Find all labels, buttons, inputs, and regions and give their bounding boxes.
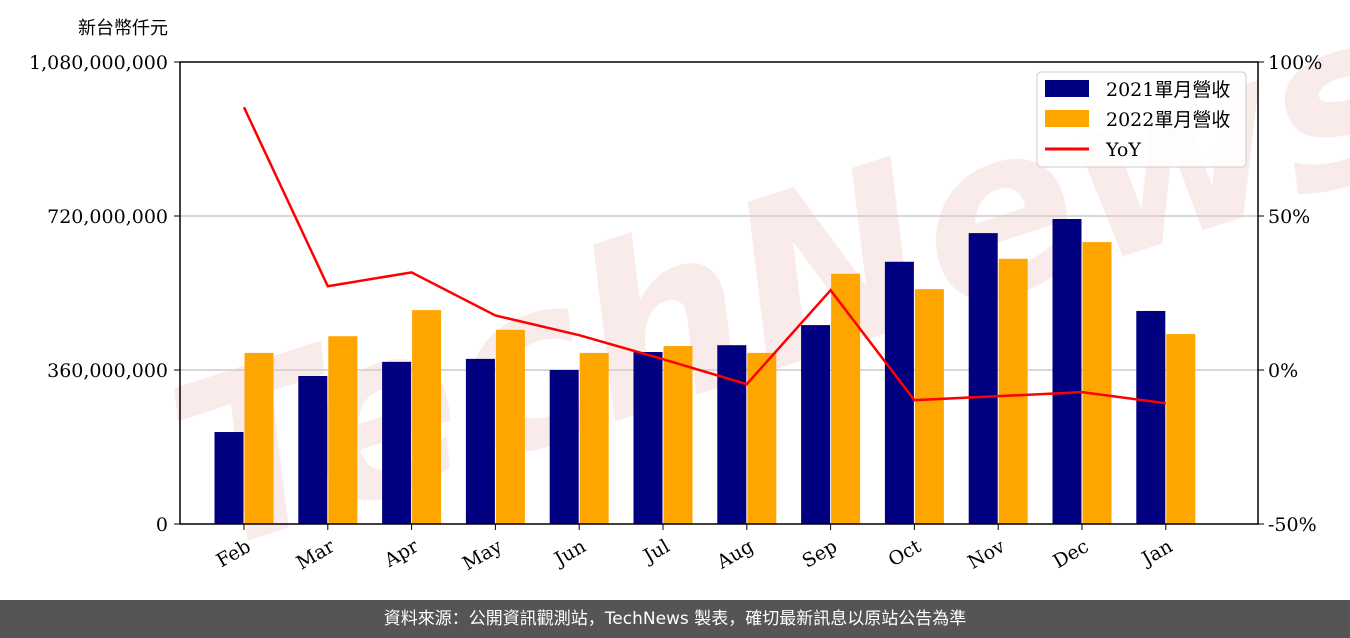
bar-2022-Sep — [831, 273, 861, 524]
bar-2021-May — [465, 358, 495, 524]
y-tick-label: 720,000,000 — [47, 206, 168, 228]
y2-tick-label: 0% — [1268, 360, 1298, 382]
y-tick-label: 1,080,000,000 — [29, 52, 168, 74]
chart: TechNews 0360,000,000720,000,0001,080,00… — [29, 0, 1350, 600]
y2-tick-label: -50% — [1268, 514, 1317, 536]
bar-2021-Dec — [1052, 218, 1082, 524]
x-tick-label: Jun — [549, 535, 590, 571]
bar-2022-May — [495, 329, 525, 524]
bar-2022-Mar — [328, 336, 358, 524]
bar-2021-Mar — [298, 375, 328, 524]
bar-2022-Feb — [244, 352, 274, 524]
legend: 2021單月營收 2022單月營收 YoY — [1036, 71, 1247, 168]
legend-label: YoY — [1105, 139, 1141, 161]
y2-tick-label: 100% — [1268, 52, 1322, 74]
x-tick-label: Sep — [799, 535, 842, 572]
legend-label: 2021單月營收 — [1106, 79, 1230, 101]
bar-2021-Aug — [717, 345, 747, 524]
bar-2021-Sep — [801, 325, 831, 524]
bar-2022-Nov — [998, 258, 1028, 524]
bar-2022-Oct — [914, 289, 944, 524]
legend-swatch — [1045, 80, 1089, 97]
footer-source: 資料來源：公開資訊觀測站，TechNews 製表，確切最新訊息以原站公告為準 — [0, 600, 1350, 638]
legend-swatch — [1045, 110, 1089, 127]
bar-2022-Dec — [1082, 242, 1112, 524]
legend-label: 2022單月營收 — [1106, 109, 1230, 131]
plot-frame — [179, 61, 1259, 525]
x-tick-label: Dec — [1049, 535, 1092, 573]
bar-2021-Jun — [549, 370, 579, 524]
x-tick-label: Nov — [964, 535, 1009, 574]
x-tick-label: Jul — [638, 535, 673, 568]
y-axis-label: 新台幣仟元 — [78, 18, 168, 39]
bar-2022-Jun — [579, 352, 609, 524]
bar-2021-Feb — [214, 432, 244, 524]
x-tick-label: Oct — [885, 535, 926, 571]
bar-2022-Aug — [747, 352, 777, 524]
bar-2021-Apr — [382, 361, 412, 524]
yoy-line — [242, 106, 1166, 405]
x-tick-label: May — [459, 535, 506, 575]
y-tick-label: 360,000,000 — [47, 360, 168, 382]
bar-2022-Jan — [1166, 334, 1196, 524]
y-tick-label: 0 — [156, 514, 168, 536]
bar-2021-Jan — [1136, 310, 1166, 524]
x-tick-label: Aug — [712, 535, 757, 574]
bar-2021-Jul — [633, 352, 663, 524]
bar-2022-Apr — [412, 310, 442, 524]
bar-2022-Jul — [663, 346, 693, 524]
bar-2021-Nov — [968, 233, 998, 524]
y2-tick-label: 50% — [1268, 206, 1310, 228]
x-tick-label: Jan — [1137, 535, 1177, 571]
